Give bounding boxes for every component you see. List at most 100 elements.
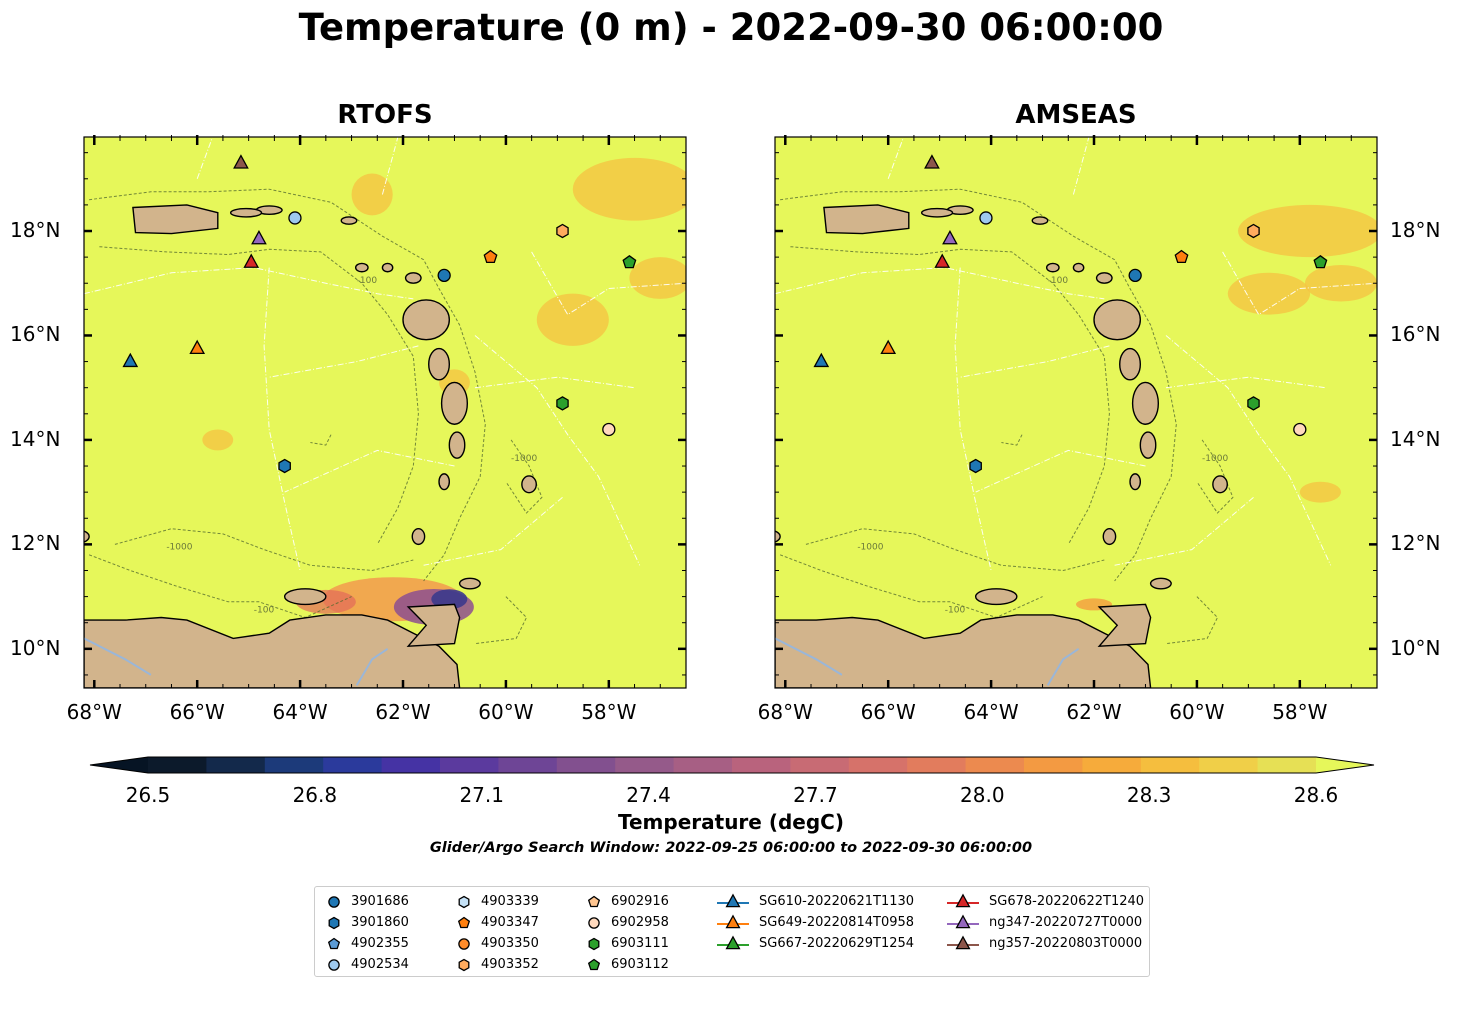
svg-text:-100: -100 [254,605,275,615]
station-4902534-circle [288,211,302,225]
hexagon-marker-icon [328,916,340,930]
legend-label: 6903111 [611,935,669,951]
legend-item: 6902916 [585,891,669,911]
colorbar-tick-label: 28.3 [1126,783,1172,807]
svg-text:-1000: -1000 [1202,454,1228,464]
station-6902958-circle [602,422,616,437]
colorbar [89,756,1375,774]
legend-item: 6902958 [585,912,669,932]
lon-tick-label: 58°W [1272,700,1328,724]
svg-text:-100: -100 [357,276,378,286]
pentagon-marker-icon [327,937,341,950]
legend-label: ng357-20220803T0000 [989,935,1143,951]
triangle-marker-icon [717,914,749,929]
search-window-text: Glider/Argo Search Window: 2022-09-25 06… [429,840,1033,856]
svg-text:-100: -100 [1048,276,1069,286]
legend-item: 6903111 [585,933,669,953]
legend-item: ng347-20220727T0000 [945,912,1142,932]
legend-item: 6903112 [585,954,669,974]
triangle-marker-icon [947,893,979,908]
lon-tick-label: 60°W [478,700,534,724]
triangle-marker-icon [947,914,979,929]
lon-tick-label: 68°W [66,700,122,724]
legend-label: 4902534 [351,956,409,972]
circle-marker-icon [458,938,470,950]
legend-label: ng347-20220727T0000 [989,914,1143,930]
legend-label: SG649-20220814T0958 [759,914,915,930]
colorbar-tick-label: 26.8 [292,783,338,807]
legend-label: 4903339 [481,893,539,909]
lat-tick-label: 10°N [1390,635,1441,660]
triangle-marker-icon [717,935,749,950]
lon-tick-label: 60°W [1169,700,1225,724]
station-6902958-circle [1293,422,1307,437]
legend-label: 3901686 [351,893,409,909]
legend-item: SG649-20220814T0958 [715,912,914,932]
circle-marker-icon [588,917,600,929]
lat-tick-label: 18°N [10,218,61,242]
legend-label: 6903112 [611,956,669,972]
lat-tick-label: 12°N [1390,531,1441,556]
legend-label: 6902916 [611,893,669,909]
lon-tick-label: 66°W [169,700,225,724]
pentagon-marker-icon [587,895,601,908]
hexagon-marker-icon [458,895,470,909]
legend-item: 4902534 [325,954,409,974]
svg-text:-1000: -1000 [166,543,192,553]
legend-label: 6902958 [611,914,669,930]
colorbar-tick-label: 27.7 [793,783,838,807]
svg-text:-1000: -1000 [511,454,537,464]
circle-marker-icon [328,959,340,971]
station-4903352-hexagon [556,223,569,239]
lon-tick-label: 62°W [1066,700,1122,724]
legend-item: 4903350 [455,933,539,953]
pentagon-marker-icon [457,916,471,929]
colorbar-tick-label: 28.0 [960,783,1005,807]
lon-tick-label: 64°W [963,700,1019,724]
circle-marker-icon [328,896,340,908]
colorbar-tick-label: 26.5 [125,783,171,807]
legend-item: 4903339 [455,891,539,911]
station-6903111-hexagon [556,396,569,411]
triangle-marker-icon [717,893,749,908]
hexagon-marker-icon [458,958,470,972]
legend-item: 4903352 [455,954,539,974]
hexagon-marker-icon [588,937,600,951]
legend-item: ng357-20220803T0000 [945,933,1142,953]
lat-tick-label: 16°N [1390,322,1441,347]
lon-tick-label: 58°W [581,700,637,724]
colorbar-label: Temperature (degC) [618,810,844,834]
legend-item: 4902355 [325,933,409,953]
lon-tick-label: 66°W [860,700,916,724]
legend-item: 4903347 [455,912,539,932]
pentagon-marker-icon [587,958,601,971]
figure-title: Temperature (0 m) - 2022-09-30 06:00:00 [298,6,1164,49]
lat-tick-label: 14°N [10,426,61,451]
map-panel-amseas: -100 -100 -1000 -1000 [775,137,1377,688]
colorbar-tick-label: 27.4 [626,783,671,807]
legend-label: 4903347 [481,914,539,930]
lat-tick-label: 10°N [10,635,61,660]
lat-tick-label: 16°N [10,322,61,347]
legend-item: 3901686 [325,891,409,911]
legend-item: SG667-20220629T1254 [715,933,914,953]
lon-tick-label: 64°W [272,700,328,724]
station-3901686-circle [1128,268,1142,283]
map-panel-rtofs: -100 -100 -1000 -1000 [84,137,686,688]
station-3901686-circle [437,268,451,283]
lon-tick-label: 68°W [757,700,813,724]
triangle-marker-icon [947,935,979,950]
svg-text:-1000: -1000 [857,543,883,553]
lat-tick-label: 14°N [1390,426,1441,451]
station-4902534-circle [979,211,993,225]
panel-title-amseas: AMSEAS [1015,100,1137,130]
station-3901860-hexagon [278,458,291,474]
lat-tick-label: 12°N [10,531,61,556]
legend-label: SG610-20220621T1130 [759,893,915,909]
station-6903111-hexagon [1247,396,1260,411]
legend: 3901686 3901860 4902355 4902534 4903339 49033… [314,886,1150,977]
lon-tick-label: 62°W [375,700,431,724]
colorbar-tick-label: 27.1 [459,783,504,807]
legend-label: 4902355 [351,935,409,951]
colorbar-tick-label: 28.6 [1293,783,1339,807]
